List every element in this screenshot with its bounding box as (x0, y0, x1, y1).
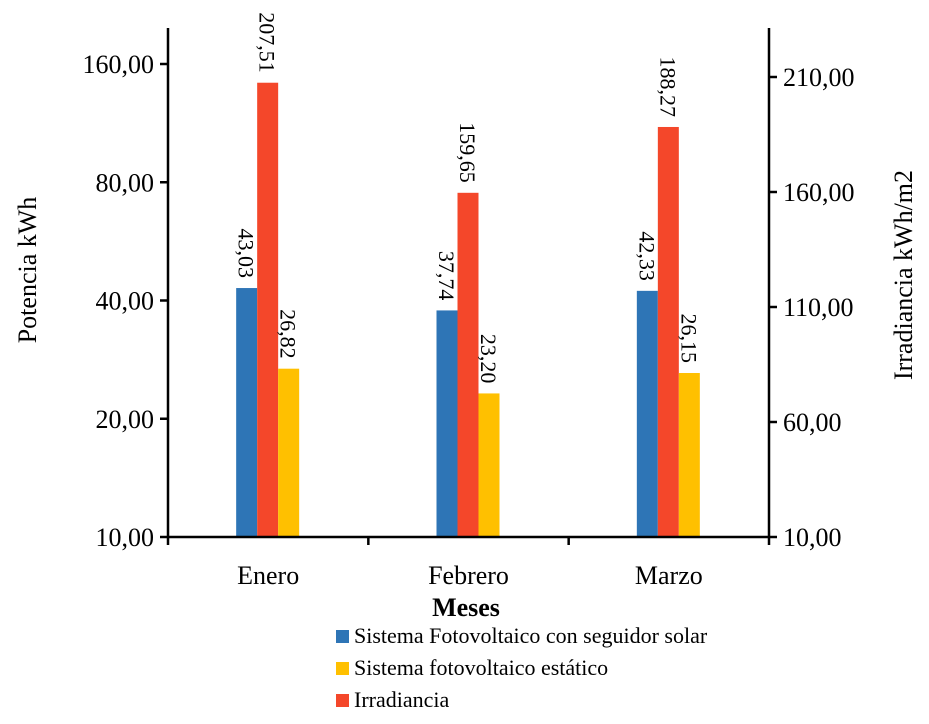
y2-tick-label: 110,00 (783, 293, 854, 322)
data-label: 42,33 (634, 231, 659, 281)
y2-tick-label: 10,00 (783, 523, 842, 552)
y2-tick-label: 210,00 (783, 63, 855, 92)
data-label: 26,15 (676, 314, 701, 364)
y-axis-title: Potencia kWh (13, 197, 42, 344)
data-labels: 43,03 207,51 26,82 37,74 159,65 23,20 42,33 188… (234, 12, 702, 383)
left-axis-ticks: 10,00 20,00 40,00 80,00 160,00 (83, 50, 168, 552)
legend-swatch (336, 662, 349, 675)
y-tick-label: 20,00 (96, 405, 155, 434)
bar (236, 288, 258, 537)
legend-label: Irradiancia (354, 687, 449, 712)
legend-swatch (336, 630, 349, 643)
legend: Sistema Fotovoltaico con seguidor solar S… (336, 623, 708, 712)
bar (278, 368, 300, 537)
x-tick-label: Febrero (428, 561, 509, 590)
legend-label: Sistema fotovoltaico estático (354, 655, 608, 680)
y-tick-label: 160,00 (83, 50, 155, 79)
x-tick-label: Marzo (635, 561, 703, 590)
x-axis-title: Meses (432, 593, 500, 622)
legend-swatch (336, 694, 349, 707)
data-label: 37,74 (434, 251, 459, 300)
data-label: 188,27 (655, 56, 680, 117)
bar (436, 310, 458, 537)
bar (678, 373, 700, 537)
legend-label: Sistema Fotovoltaico con seguidor solar (354, 623, 708, 648)
y2-tick-label: 60,00 (783, 408, 842, 437)
x-tick-label: Enero (237, 561, 299, 590)
y2-tick-label: 160,00 (783, 178, 855, 207)
data-label: 23,20 (476, 334, 501, 384)
y2-axis-title: Irradiancia kWh/m2 (889, 170, 918, 380)
bar (257, 82, 279, 538)
bar (636, 290, 658, 537)
data-label: 43,03 (234, 229, 259, 279)
y-tick-label: 10,00 (96, 523, 155, 552)
data-label: 159,65 (455, 122, 480, 182)
y-tick-label: 40,00 (96, 287, 155, 316)
y-tick-label: 80,00 (96, 168, 155, 197)
plot-bars (236, 82, 700, 538)
right-axis-ticks: 10,00 60,00 110,00 160,00 210,00 (769, 63, 855, 552)
bar (457, 192, 479, 537)
category-ticks: Enero Febrero Marzo (166, 537, 771, 590)
data-label: 207,51 (255, 12, 280, 72)
data-label: 26,82 (276, 309, 301, 359)
bar (478, 393, 500, 537)
bar (657, 126, 679, 537)
